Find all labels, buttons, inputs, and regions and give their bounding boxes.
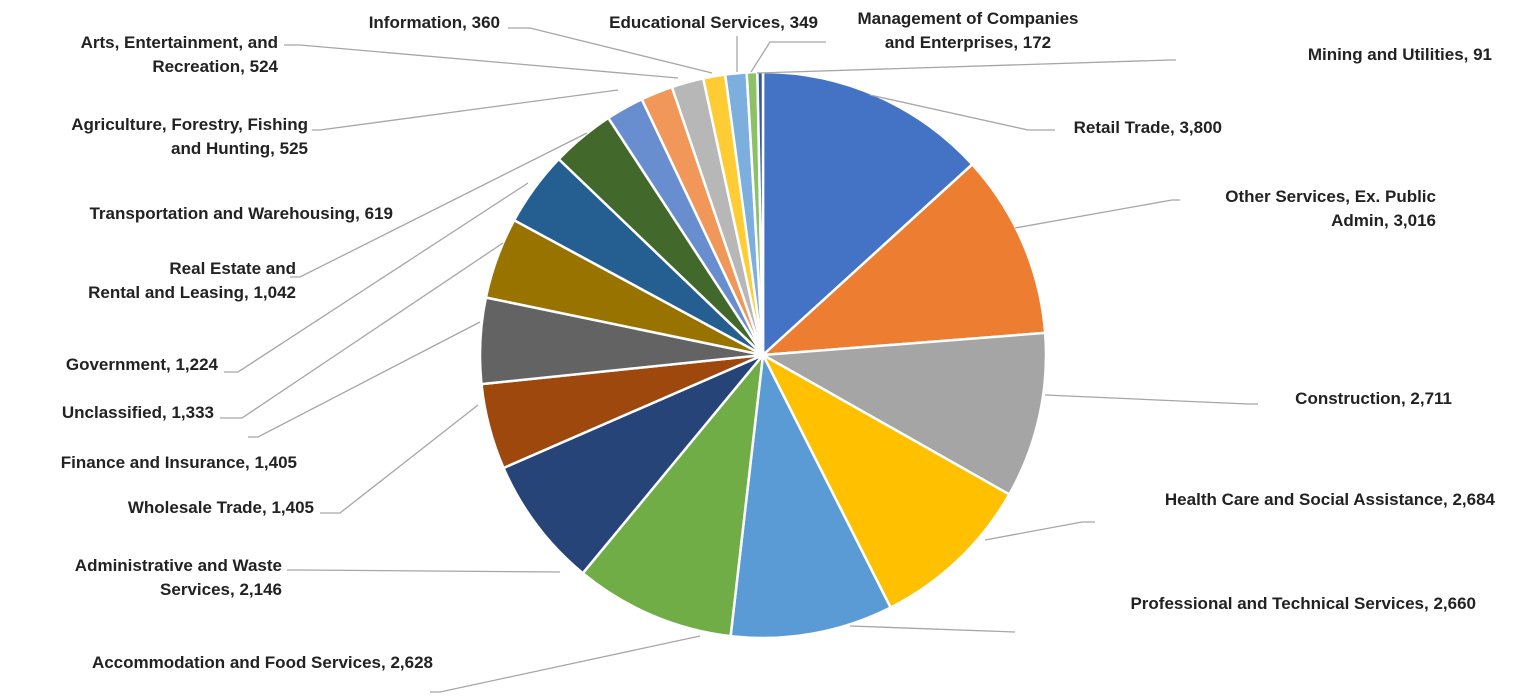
leader-line-retail-trade: [869, 94, 1055, 131]
data-label-unclassified: Unclassified, 1,333: [62, 403, 214, 422]
data-labels: Retail Trade, 3,800 Other Services, Ex. P…: [61, 9, 1496, 672]
leader-line-information: [508, 27, 713, 74]
pie-slice-professional-and-technical-services: [729, 350, 893, 640]
data-label-agriculture-forestry-fishing-and-hunting: Agriculture, Forestry, Fishing and Huntin…: [71, 115, 308, 158]
leader-line-government: [224, 182, 529, 373]
data-label-finance-and-insurance: Finance and Insurance, 1,405: [61, 453, 297, 472]
data-label-arts-entertainment-and-recreation: Arts, Entertainment, and Recreation, 524: [81, 33, 279, 76]
leader-line-professional-and-technical-services: [849, 625, 1016, 633]
data-label-real-estate-and-rental-and-leasing: Real Estate and Rental and Leasing, 1,042: [88, 259, 296, 302]
data-label-information: Information, 360: [369, 13, 500, 32]
leader-line-unclassified: [220, 242, 504, 419]
leader-line-finance-and-insurance: [248, 321, 481, 438]
pie-slices: [478, 70, 1048, 640]
data-label-health-care-and-social-assistance: Health Care and Social Assistance, 2,684: [1165, 490, 1496, 509]
leader-line-management-of-companies-and-enterprises: [750, 41, 826, 73]
data-label-management-of-companies-and-enterprises: Management of Companies and Enterprises, …: [857, 9, 1078, 52]
leader-line-real-estate-and-rental-and-leasing: [290, 132, 588, 278]
pie-slice-administrative-and-waste-services: [501, 353, 764, 575]
data-label-transportation-and-warehousing: Transportation and Warehousing, 619: [89, 204, 393, 223]
data-label-construction: Construction, 2,711: [1295, 389, 1452, 408]
pie-slice-other-services-ex-public-admin: [759, 162, 1047, 357]
data-label-administrative-and-waste-services: Administrative and Waste Services, 2,146: [75, 556, 282, 599]
pie-slice-mining-and-utilities: [756, 70, 765, 356]
leader-line-construction: [1044, 394, 1258, 405]
leader-line-other-services-ex-public-admin: [1014, 199, 1180, 229]
data-label-government: Government, 1,224: [66, 355, 219, 374]
leader-line-administrative-and-waste-services: [287, 569, 561, 573]
data-label-other-services-ex-public-admin: Other Services, Ex. Public Admin, 3,016: [1225, 187, 1436, 230]
leader-line-wholesale-trade: [320, 404, 479, 514]
data-label-wholesale-trade: Wholesale Trade, 1,405: [128, 498, 314, 517]
leader-line-agriculture-forestry-fishing-and-hunting: [312, 89, 619, 131]
pie-slice-construction: [758, 331, 1048, 497]
pie-slice-health-care-and-social-assistance: [760, 351, 1011, 610]
data-label-professional-and-technical-services: Professional and Technical Services, 2,6…: [1130, 594, 1476, 613]
leader-line-health-care-and-social-assistance: [984, 521, 1095, 541]
data-label-educational-services: Educational Services, 349: [609, 13, 818, 32]
leader-line-mining-and-utilities: [756, 59, 1176, 74]
pie-slice-accommodation-and-food-services: [581, 350, 765, 638]
data-label-retail-trade: Retail Trade, 3,800: [1074, 118, 1222, 137]
leader-lines: [220, 27, 1258, 693]
leader-line-arts-entertainment-and-recreation: [284, 44, 679, 79]
data-label-accommodation-and-food-services: Accommodation and Food Services, 2,628: [92, 653, 433, 672]
data-label-mining-and-utilities: Mining and Utilities, 91: [1308, 45, 1492, 64]
leader-line-accommodation-and-food-services: [430, 635, 701, 693]
